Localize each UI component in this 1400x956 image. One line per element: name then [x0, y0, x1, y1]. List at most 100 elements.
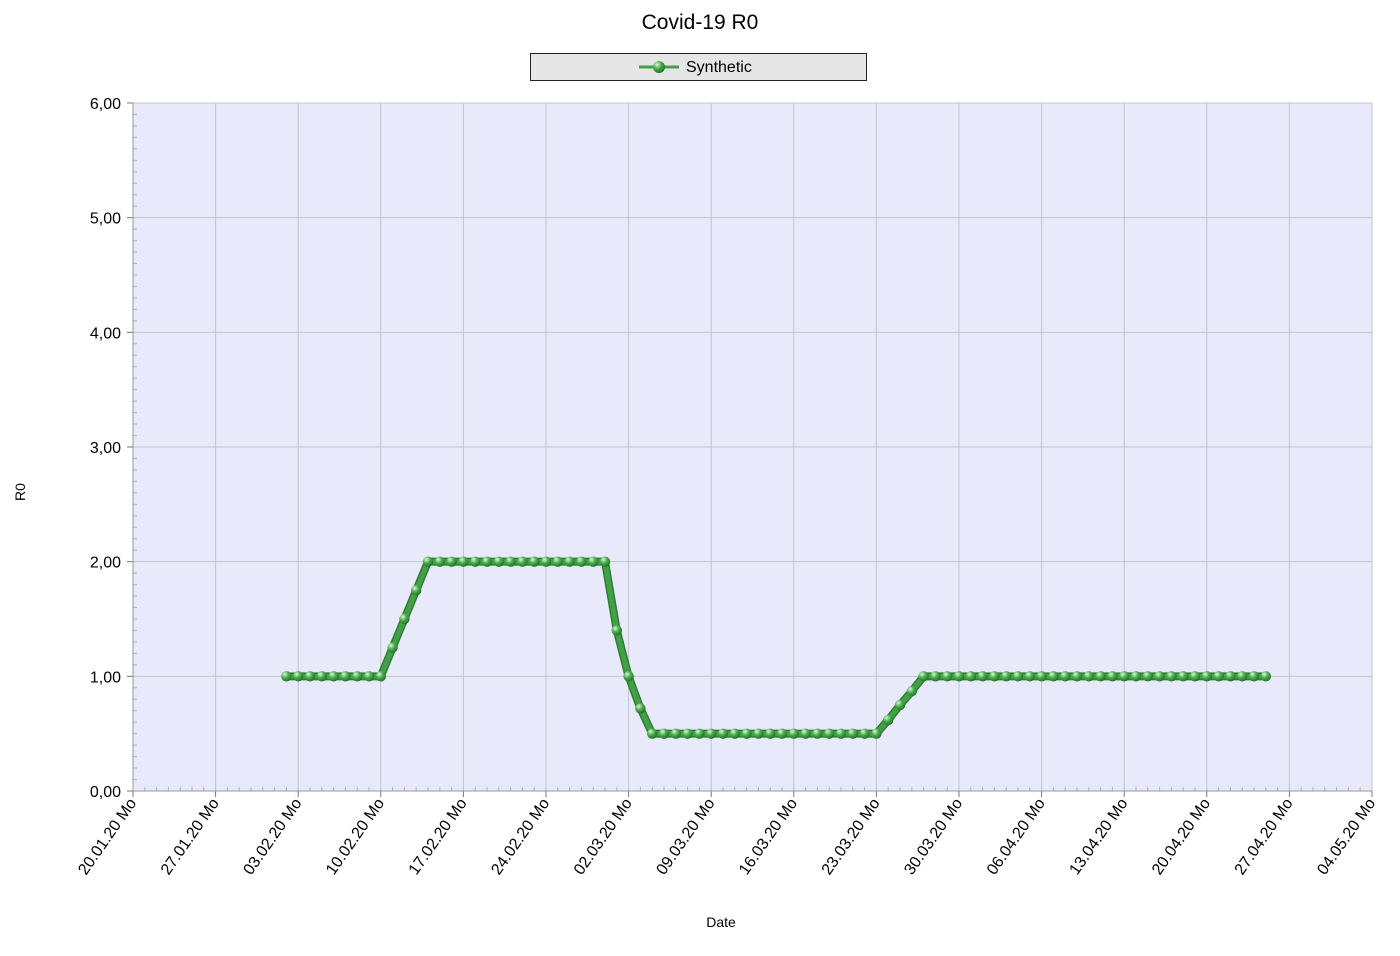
data-point — [800, 728, 811, 739]
y-tick-labels: 0,00 1,00 2,00 3,00 4,00 5,00 6,00 — [90, 96, 121, 801]
data-point — [753, 728, 764, 739]
data-point — [1166, 671, 1177, 682]
x-tick-label: 20.01.20 Mo — [75, 795, 140, 878]
x-tick-label: 10.02.20 Mo — [323, 795, 388, 878]
x-tick-label: 13.04.20 Mo — [1067, 795, 1132, 878]
data-point — [1119, 671, 1130, 682]
x-tick-labels: 20.01.20 Mo 27.01.20 Mo 03.02.20 Mo 10.02.2… — [75, 795, 1379, 878]
x-tick-label: 02.03.20 Mo — [571, 795, 636, 878]
data-point — [694, 728, 705, 739]
legend-label-synthetic: Synthetic — [686, 59, 752, 76]
x-tick-label: 23.03.20 Mo — [819, 795, 884, 878]
x-tick-label: 30.03.20 Mo — [901, 795, 966, 878]
data-point — [706, 728, 717, 739]
data-point — [894, 699, 906, 711]
data-point — [776, 728, 788, 739]
data-point — [1178, 671, 1189, 682]
data-point — [1095, 671, 1106, 682]
data-point — [352, 671, 363, 682]
data-point — [328, 671, 339, 682]
data-point — [1060, 671, 1071, 682]
data-point — [1048, 671, 1059, 682]
data-point — [375, 671, 386, 682]
x-tick-label: 20.04.20 Mo — [1149, 795, 1214, 878]
x-axis-label: Date — [706, 914, 736, 930]
data-point — [918, 671, 929, 682]
data-point — [540, 556, 552, 567]
data-point — [729, 728, 740, 739]
data-point — [434, 556, 445, 567]
data-point — [293, 671, 304, 682]
y-tick-label: 2,00 — [90, 555, 121, 572]
y-tick-label: 1,00 — [90, 669, 121, 686]
data-point — [1130, 671, 1142, 682]
data-point — [422, 556, 434, 567]
y-tick-label: 5,00 — [90, 211, 121, 228]
data-point — [1071, 671, 1083, 682]
data-point — [1213, 671, 1224, 682]
data-point — [599, 556, 611, 567]
data-point — [1237, 671, 1248, 682]
data-point — [1036, 671, 1047, 682]
data-point — [977, 671, 988, 682]
data-point — [1225, 671, 1236, 682]
data-point — [316, 671, 327, 682]
data-point — [611, 625, 622, 636]
data-point — [564, 556, 575, 567]
x-tick-label: 04.05.20 Mo — [1314, 795, 1379, 878]
data-point — [470, 556, 481, 567]
data-point — [399, 613, 410, 625]
data-point — [446, 556, 457, 567]
x-tick-label: 06.04.20 Mo — [984, 795, 1049, 878]
data-point — [588, 556, 599, 567]
data-point — [788, 728, 799, 739]
data-point — [1083, 671, 1095, 682]
data-point — [340, 671, 351, 682]
y-tick-label: 3,00 — [90, 440, 121, 457]
data-point — [847, 728, 858, 739]
data-point — [717, 728, 729, 739]
data-point — [942, 671, 953, 682]
data-point — [812, 728, 823, 739]
data-point — [741, 728, 752, 739]
x-tick-label: 09.03.20 Mo — [654, 795, 719, 878]
data-point — [953, 671, 965, 682]
data-point — [682, 728, 693, 739]
data-point — [517, 556, 528, 567]
data-point — [906, 686, 917, 697]
data-point — [1189, 671, 1201, 682]
data-point — [859, 728, 870, 739]
y-tick-label: 0,00 — [90, 784, 121, 801]
x-tick-label: 17.02.20 Mo — [406, 795, 471, 878]
data-point — [835, 728, 847, 739]
chart-title: Covid-19 R0 — [641, 11, 759, 34]
x-tick-label: 16.03.20 Mo — [736, 795, 801, 878]
data-point — [1024, 671, 1036, 682]
legend: Synthetic — [530, 53, 867, 81]
y-tick-label: 4,00 — [90, 325, 121, 342]
data-point — [871, 728, 882, 739]
data-point — [930, 671, 941, 682]
data-point — [658, 728, 670, 739]
data-point — [505, 556, 516, 567]
data-point — [1260, 671, 1272, 682]
data-point — [458, 556, 469, 567]
data-point — [623, 671, 634, 682]
data-point — [493, 556, 504, 567]
data-point — [576, 556, 587, 567]
y-tick-label: 6,00 — [90, 96, 121, 113]
data-point — [481, 556, 493, 567]
data-point — [965, 671, 976, 682]
data-point — [1201, 671, 1213, 682]
data-point — [363, 671, 375, 682]
data-point — [1001, 671, 1012, 682]
data-point — [304, 671, 316, 682]
y-axis-label: R0 — [12, 483, 28, 501]
data-point — [1248, 671, 1260, 682]
data-point — [1154, 671, 1165, 682]
data-point — [387, 642, 398, 653]
data-point — [411, 585, 422, 596]
data-point — [1012, 671, 1024, 682]
x-tick-label: 27.04.20 Mo — [1232, 795, 1297, 878]
